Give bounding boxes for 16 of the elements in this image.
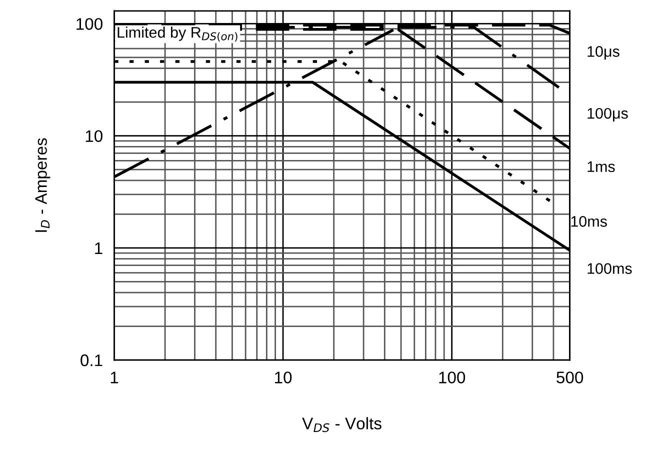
y-tick-label: 10 [86,130,102,142]
y-tick-label: 1 [95,242,102,254]
series-label: 10ms [571,216,607,227]
x-tick-label: 1 [110,372,118,384]
x-axis-title: V$_{DS}$ - Volts [302,417,382,432]
y-tick-label: 100 [76,18,102,30]
x-tick-label: 10 [275,372,292,384]
series-label: 1ms [588,161,615,172]
series-label: 100ms [588,263,632,274]
series-label: 100μs [588,108,628,122]
annotation: Limited by R$_{DS(on)}$ [118,26,238,42]
y-tick-label: 0.1 [80,354,102,366]
y-axis-title: I$_{D}$ - Amperes [35,138,50,232]
x-tick-label: 100 [439,372,466,384]
x-tick-label: 500 [556,372,584,384]
series-label: 10μs [588,46,620,60]
